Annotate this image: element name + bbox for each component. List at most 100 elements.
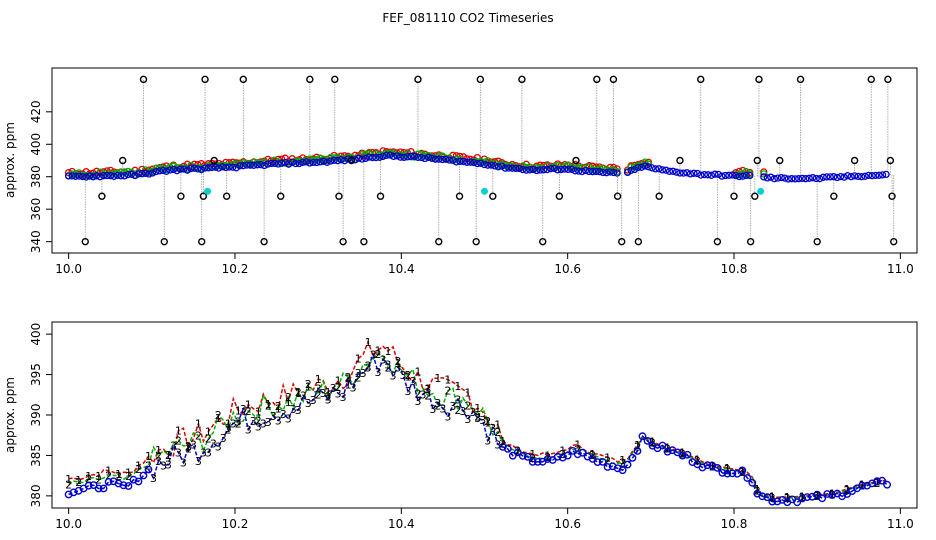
outlier-point [118, 156, 127, 165]
outlier-point [697, 75, 705, 84]
series-3-label: 3 [330, 382, 337, 395]
bottom-y-tick-label: 400 [29, 323, 43, 346]
series-3-label: 3 [205, 446, 212, 459]
series-2-label: 2 [285, 391, 292, 404]
series-2-label: 2 [65, 479, 72, 492]
series-3-point [134, 477, 143, 486]
outlier-point [331, 75, 339, 84]
blue-series-point [410, 152, 419, 160]
blue-series-point [267, 159, 275, 168]
series-3-point [578, 448, 587, 457]
series-1-label: 1 [415, 366, 422, 379]
series-3-label: 3 [250, 415, 257, 428]
blue-series-point [746, 171, 754, 180]
top-x-tick-label: 10.2 [222, 262, 249, 276]
series-3-point [513, 448, 522, 457]
blue-series-point [386, 151, 394, 159]
series-3-label: 3 [464, 413, 471, 426]
series-2-label: 2 [634, 440, 641, 453]
blue-series-point [250, 161, 258, 169]
blue-series-point [823, 173, 831, 181]
outlier-point [201, 75, 209, 84]
series-2-label: 2 [544, 451, 551, 464]
bottom-y-axis-label: approx. ppm [3, 377, 17, 453]
blue-series-point [564, 165, 572, 174]
series-3-label: 3 [170, 439, 177, 452]
blue-series-point [637, 163, 646, 171]
blue-series-point [704, 171, 712, 179]
blue-series-point [134, 170, 143, 178]
series-2-line [68, 353, 888, 500]
series-3-label: 3 [489, 422, 496, 435]
series-3-point [94, 484, 103, 493]
outlier-point [414, 75, 422, 84]
series-2-label: 2 [85, 472, 92, 485]
blue-series-point [557, 165, 565, 174]
series-3-point [533, 457, 542, 466]
blue-series-point [124, 170, 132, 179]
series-3-label: 3 [230, 418, 237, 431]
series-3-point [518, 451, 527, 460]
series-2-label: 2 [235, 417, 242, 430]
blue-series-point [721, 171, 730, 180]
series-3-label: 3 [220, 432, 227, 445]
bottom-y-tick-label: 390 [29, 404, 43, 427]
blue-series-point [438, 155, 447, 164]
blue-series-point [819, 173, 827, 181]
blue-series-point [183, 166, 192, 174]
series-2-label: 2 [355, 372, 362, 385]
series-2-label: 2 [474, 410, 481, 423]
blue-series-point [264, 160, 272, 168]
top-y-axis-label: approx. ppm [3, 122, 17, 198]
series-3-point [84, 481, 93, 490]
blue-series-point [246, 161, 254, 169]
blue-series-point [152, 167, 160, 176]
series-1-label: 1 [345, 379, 352, 392]
outlier-point [347, 156, 356, 165]
blue-series-point [354, 154, 363, 162]
series-3-point [638, 432, 647, 441]
series-3-label: 3 [225, 422, 232, 435]
outlier-point [888, 192, 896, 200]
cyan-point [481, 187, 488, 195]
blue-series-point [155, 167, 164, 175]
series-3-point [563, 451, 572, 460]
blue-series-point [588, 168, 597, 176]
series-3-point [718, 468, 727, 477]
blue-series-point [117, 172, 125, 180]
outlier-point [476, 75, 485, 84]
series-1-label: 1 [165, 449, 172, 462]
blue-series-point [162, 167, 171, 175]
blue-series-point [379, 152, 387, 161]
outlier-point [593, 75, 601, 84]
blue-series-point [89, 173, 97, 181]
series-1-label: 1 [784, 491, 791, 504]
blue-series-point [868, 172, 876, 180]
blue-series-point [690, 169, 698, 177]
series-2-label: 2 [619, 456, 626, 469]
series-1-label: 1 [859, 479, 866, 492]
blue-series-point [302, 158, 310, 166]
blue-series-point [784, 175, 792, 183]
outlier-point [776, 156, 784, 165]
blue-series-point [330, 156, 338, 164]
blue-series-point [477, 159, 485, 167]
series-3-point [124, 482, 133, 490]
outlier-point [198, 237, 206, 246]
outlier-point [177, 192, 185, 200]
blue-series-point [131, 171, 139, 180]
series-3-label: 3 [185, 441, 192, 454]
outlier-point [730, 192, 738, 200]
blue-series-point [365, 153, 373, 161]
series-1-label: 1 [829, 487, 836, 500]
blue-series-point [529, 165, 537, 174]
series-3-label: 3 [155, 455, 162, 468]
blue-series-point [850, 172, 859, 180]
outlier-point [210, 156, 218, 165]
series-3-point [598, 457, 607, 466]
series-2-label: 2 [185, 440, 192, 453]
blue-series-point [533, 166, 541, 175]
blue-series-point [431, 155, 440, 163]
series-3-point [798, 494, 807, 503]
